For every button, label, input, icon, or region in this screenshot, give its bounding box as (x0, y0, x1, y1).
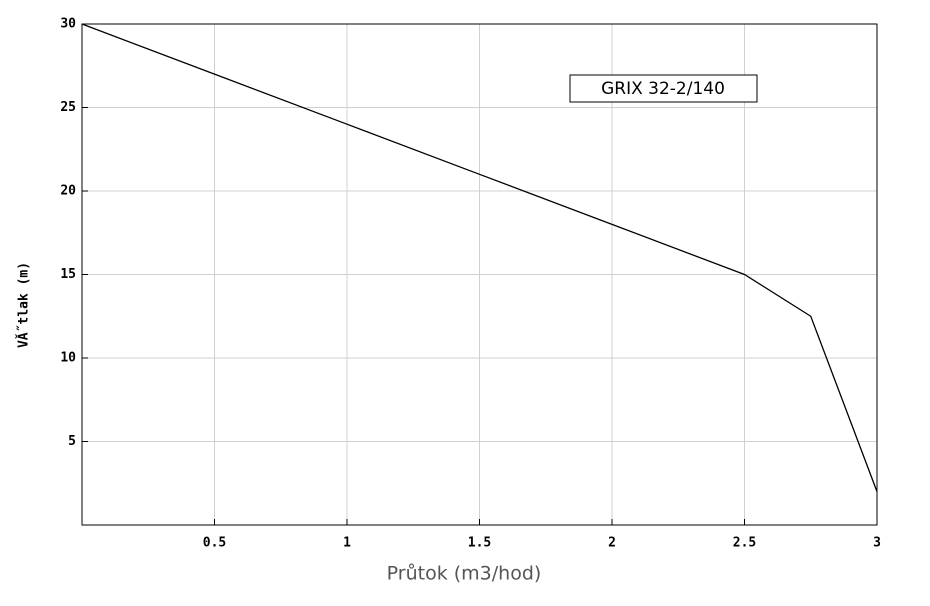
y-tick-label: 15 (60, 267, 76, 282)
data-line (81, 23, 878, 492)
y-tick-label: 20 (60, 184, 76, 199)
plot-frame (81, 23, 878, 526)
annotation-box (569, 74, 758, 103)
x-tick-label: 3 (873, 536, 881, 551)
y-tick-label: 30 (60, 17, 76, 32)
y-tick-label: 10 (60, 351, 76, 366)
y-tick-label: 25 (60, 100, 76, 115)
x-tick-label: 2.5 (733, 536, 756, 551)
x-tick-label: 1 (343, 536, 351, 551)
x-axis-label: Průtok (m3/hod) (387, 563, 542, 585)
x-tick-label: 1.5 (468, 536, 491, 551)
x-tick-label: 2 (608, 536, 616, 551)
x-tick-label: 0.5 (203, 536, 226, 551)
annotation: GRIX 32-2/140 (601, 79, 725, 99)
y-tick-label: 5 (68, 434, 76, 449)
y-axis-label: VĂ˝tlak (m) (16, 262, 32, 348)
